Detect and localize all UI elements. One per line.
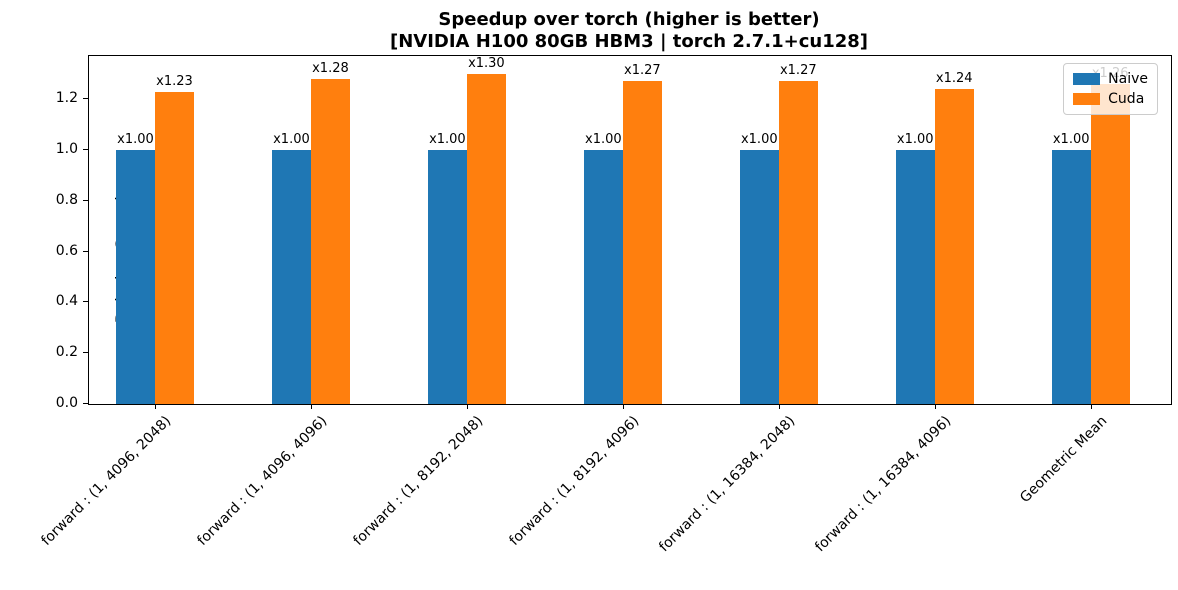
x-tick-label-5: forward : (1, 16384, 4096) xyxy=(811,413,955,556)
bar-value-label-cuda-4: x1.27 xyxy=(779,63,817,79)
legend: Naive Cuda xyxy=(1063,63,1158,115)
bar-naive-2 xyxy=(427,150,467,404)
y-tick-mark-1 xyxy=(83,352,88,354)
x-tick-mark-5 xyxy=(934,404,936,409)
x-tick-mark-1 xyxy=(310,404,312,409)
bar-value-label-naive-0: x1.00 xyxy=(117,132,154,147)
x-tick-mark-6 xyxy=(1090,404,1092,409)
y-tick-mark-5 xyxy=(83,148,88,150)
plot-area: x1.00 x1.23 x1.00 x1.28 x1.00 x1.30 x1.00 x1.27… xyxy=(88,55,1172,405)
x-tick-label-3: forward : (1, 8192, 4096) xyxy=(506,413,643,549)
y-tick-label-0: 0.0 xyxy=(55,395,78,411)
bar-value-label-naive-1: x1.00 xyxy=(273,132,310,147)
bar-value-label-cuda-3: x1.27 xyxy=(624,63,661,79)
legend-swatch-naive xyxy=(1073,73,1101,85)
x-tick-mark-3 xyxy=(622,404,624,409)
legend-entry-naive: Naive xyxy=(1073,69,1148,89)
y-tick-label-1: 0.2 xyxy=(55,344,78,361)
bar-value-label-naive-5: x1.00 xyxy=(896,132,934,147)
x-tick-mark-2 xyxy=(466,404,468,409)
y-tick-mark-3 xyxy=(83,250,88,252)
legend-swatch-cuda xyxy=(1073,93,1101,105)
bar-cuda-0 xyxy=(155,91,194,404)
bar-value-label-naive-2: x1.00 xyxy=(429,132,466,147)
bar-naive-6 xyxy=(1051,150,1091,404)
bar-value-label-naive-6: x1.00 xyxy=(1052,132,1090,147)
bar-cuda-6 xyxy=(1090,83,1130,404)
bar-value-label-cuda-2: x1.30 xyxy=(468,55,505,71)
x-tick-label-2: forward : (1, 8192, 2048) xyxy=(350,413,487,549)
chart-title: Speedup over torch (higher is better) [N… xyxy=(88,9,1170,53)
x-tick-mark-0 xyxy=(155,404,156,409)
y-tick-mark-0 xyxy=(83,403,88,404)
x-tick-mark-4 xyxy=(778,404,780,409)
y-tick-label-6: 1.2 xyxy=(55,90,78,107)
y-tick-label-2: 0.4 xyxy=(55,293,78,310)
legend-label-cuda: Cuda xyxy=(1108,91,1145,107)
legend-label-naive: Naive xyxy=(1108,71,1148,87)
x-tick-label-6: Geometric Mean xyxy=(1016,413,1111,507)
bar-value-label-cuda-1: x1.28 xyxy=(312,60,349,76)
x-tick-label-0: forward : (1, 4096, 2048) xyxy=(38,413,175,549)
y-tick-label-4: 0.8 xyxy=(55,191,78,208)
y-tick-mark-2 xyxy=(83,301,88,303)
bar-naive-1 xyxy=(271,150,311,404)
bar-cuda-5 xyxy=(934,89,974,404)
bar-naive-0 xyxy=(116,150,155,404)
bar-naive-4 xyxy=(739,150,779,404)
bar-value-label-cuda-5: x1.24 xyxy=(935,71,973,87)
chart-title-line2: [NVIDIA H100 80GB HBM3 | torch 2.7.1+cu1… xyxy=(389,31,868,52)
y-tick-mark-4 xyxy=(83,199,88,201)
bar-naive-3 xyxy=(583,150,623,404)
y-tick-mark-6 xyxy=(83,98,88,100)
chart-title-line1: Speedup over torch (higher is better) xyxy=(438,9,820,30)
x-tick-label-1: forward : (1, 4096, 4096) xyxy=(194,413,331,549)
bar-cuda-2 xyxy=(466,73,506,404)
legend-entry-cuda: Cuda xyxy=(1073,89,1148,109)
y-tick-label-3: 0.6 xyxy=(55,242,78,259)
bar-naive-5 xyxy=(895,150,935,404)
bar-value-label-naive-4: x1.00 xyxy=(740,132,778,147)
bar-cuda-3 xyxy=(622,81,662,404)
y-tick-label-5: 1.0 xyxy=(55,140,78,157)
bar-value-label-naive-3: x1.00 xyxy=(585,132,622,147)
bar-cuda-1 xyxy=(310,78,350,404)
bar-cuda-4 xyxy=(778,81,818,404)
bar-value-label-cuda-0: x1.23 xyxy=(156,73,193,89)
x-tick-label-4: forward : (1, 16384, 2048) xyxy=(655,413,799,556)
